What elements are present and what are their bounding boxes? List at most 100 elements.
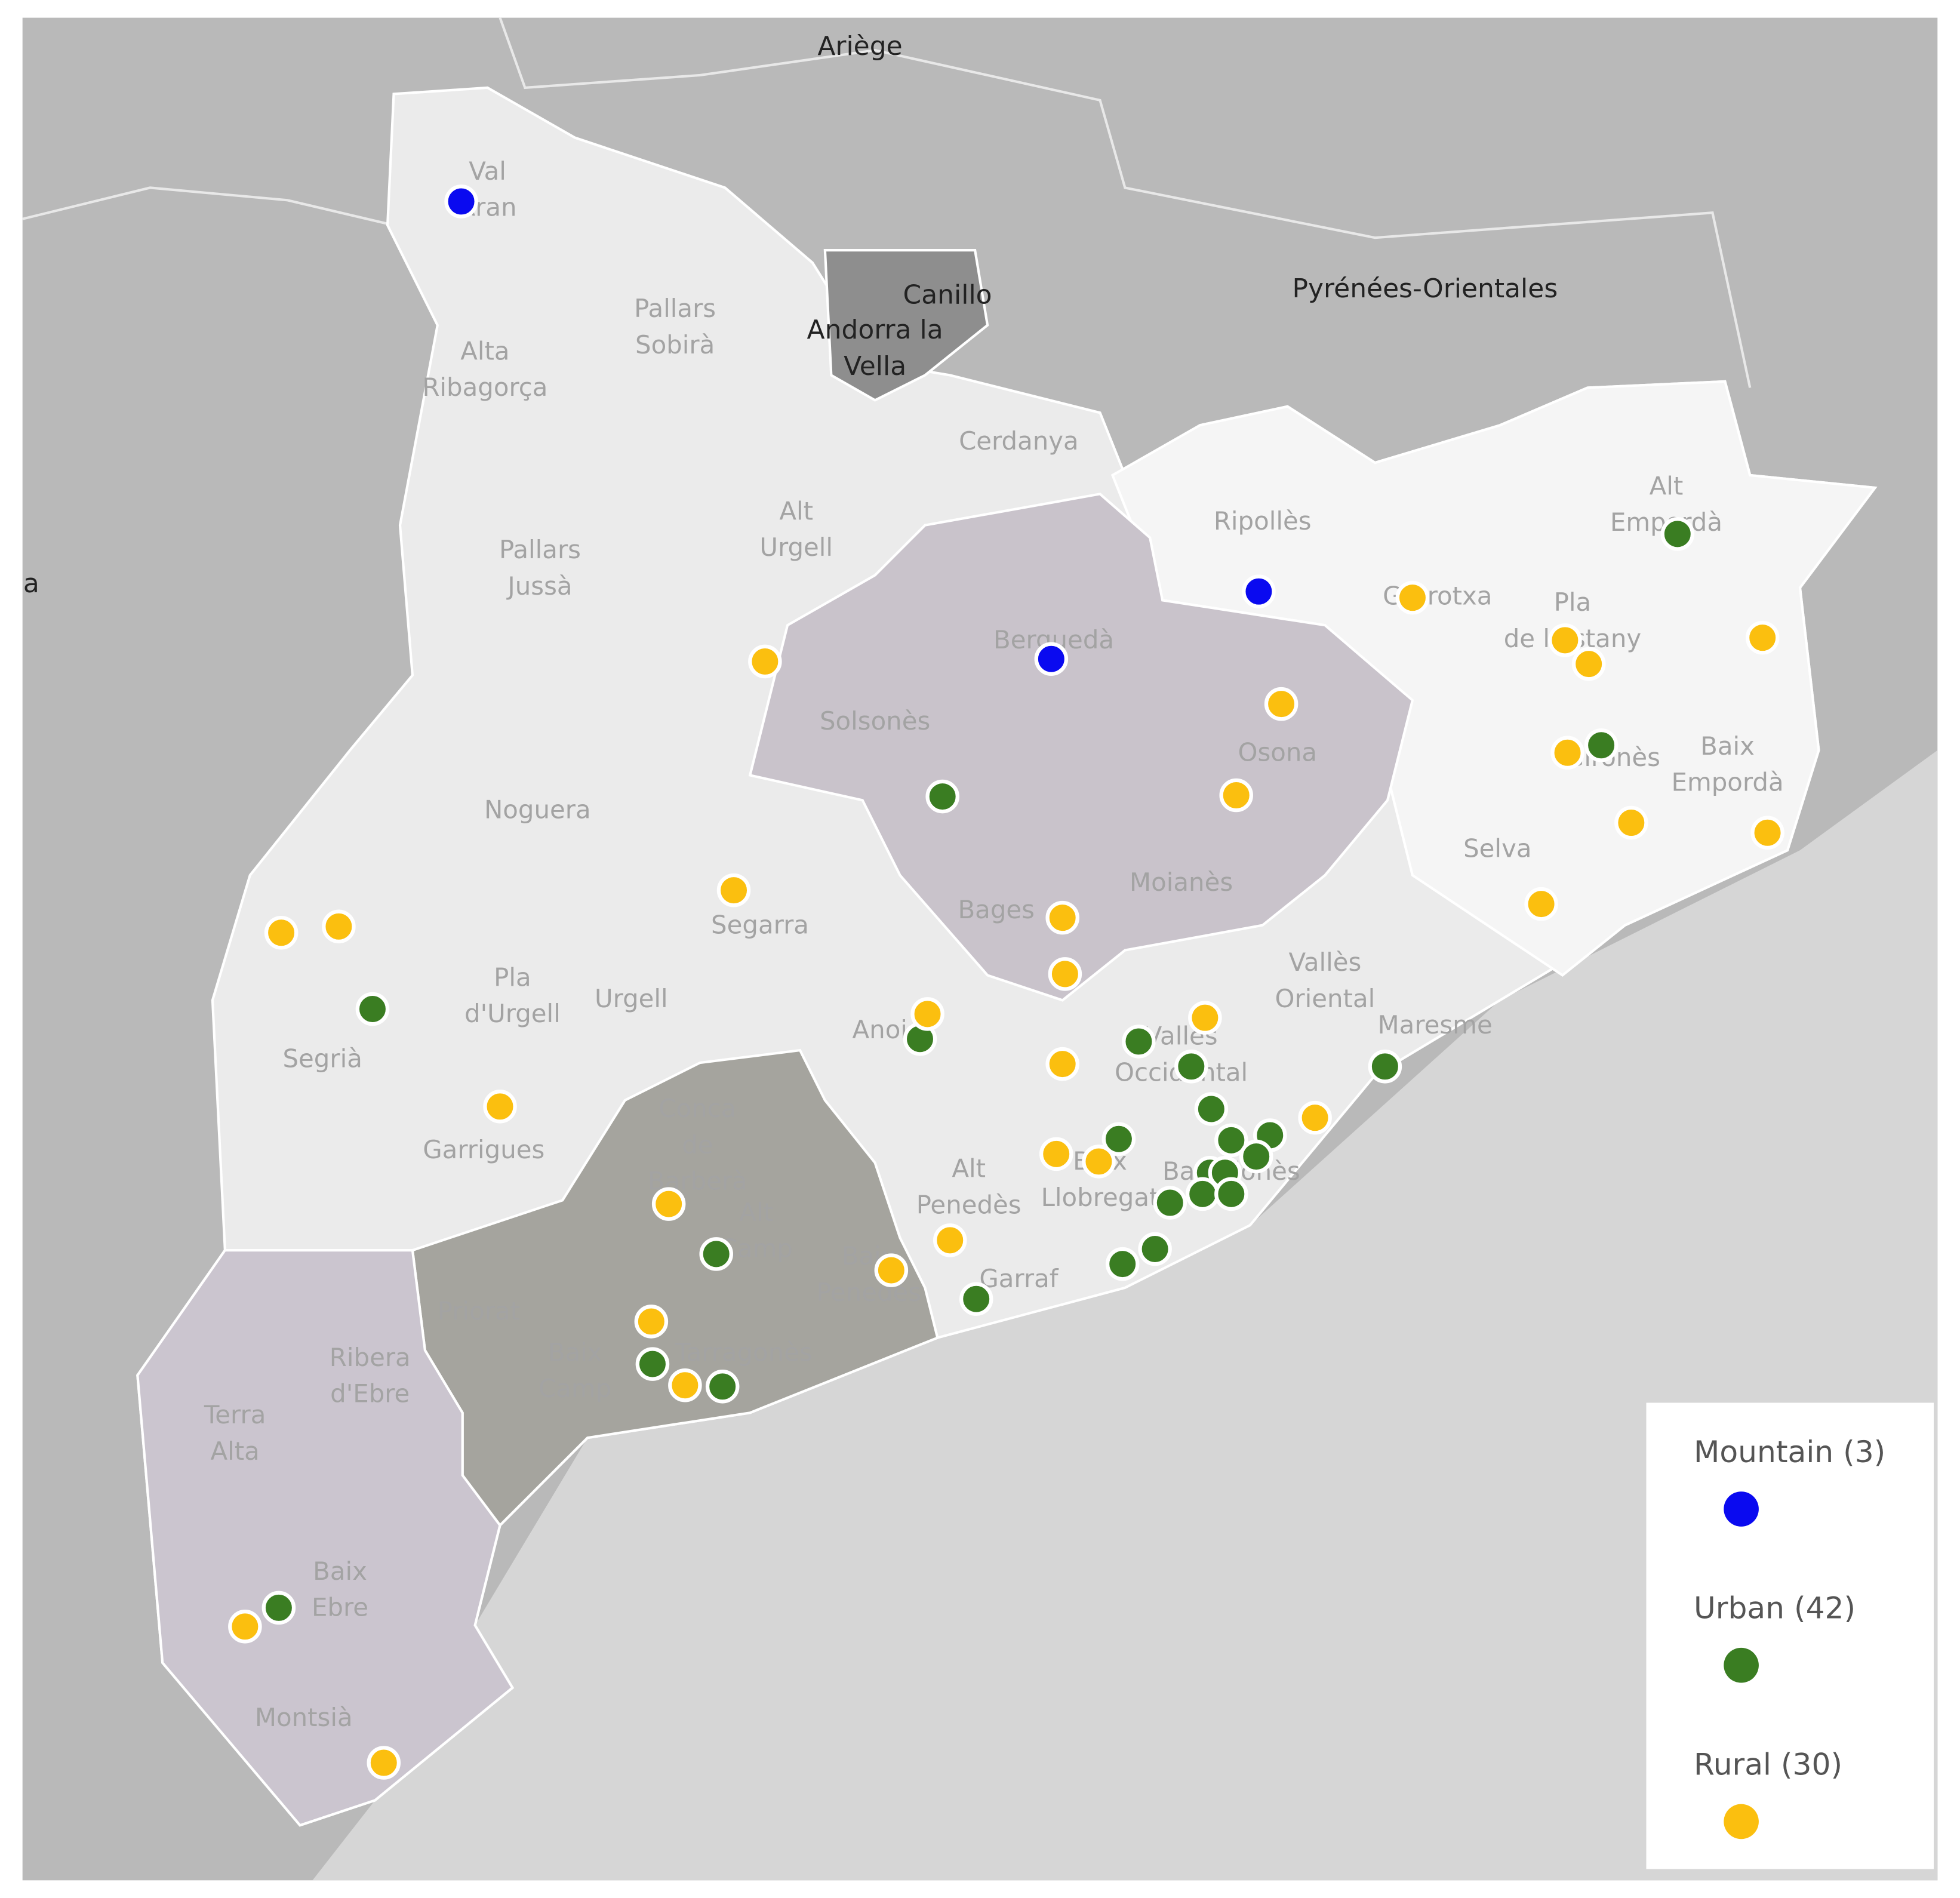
location-marker (1298, 1100, 1332, 1135)
region-label: Segrià (282, 1044, 362, 1073)
location-marker (925, 779, 959, 814)
region-label: Pla (1554, 587, 1592, 617)
region-label: Conca (659, 1094, 736, 1123)
region-label: d'Urgell (464, 999, 561, 1028)
location-marker (1524, 887, 1558, 921)
location-marker (1745, 620, 1780, 655)
location-marker (1368, 1050, 1402, 1084)
location-marker (1584, 728, 1619, 762)
location-marker (355, 992, 390, 1026)
location-marker (1045, 1047, 1079, 1081)
sea (312, 750, 1938, 1881)
location-marker (651, 1187, 686, 1221)
region-label: Urgell (595, 984, 668, 1013)
location-marker (1101, 1122, 1136, 1156)
location-marker (1214, 1123, 1248, 1158)
region-label: d'Ebre (330, 1379, 410, 1408)
location-marker (1039, 1137, 1073, 1171)
place-label: a (23, 568, 39, 599)
border (22, 186, 395, 227)
legend-label: Mountain (3) (1694, 1434, 1885, 1469)
central-region (748, 493, 1414, 1002)
location-marker (261, 1591, 296, 1625)
legend-label: Rural (30) (1694, 1746, 1842, 1782)
region-label: Alt (739, 1198, 773, 1227)
location-marker (959, 1282, 993, 1316)
region-label: Pla (494, 962, 531, 992)
andorra (823, 249, 989, 402)
region-label: Urgell (759, 533, 833, 562)
region-label: Penedès (816, 1278, 921, 1307)
region-label: Camp (539, 1374, 611, 1403)
location-marker (1153, 1186, 1187, 1220)
place-label: Pyrénées-Orientales (1293, 273, 1558, 304)
place-label: Canillo (903, 280, 992, 310)
location-marker (1188, 1001, 1222, 1035)
region-label: Moianès (1130, 868, 1233, 897)
location-marker (1395, 580, 1430, 615)
location-marker (322, 909, 356, 944)
region-label: Bages (958, 895, 1035, 924)
place-label: Andorra la (807, 315, 943, 345)
border (499, 17, 1752, 388)
location-marker (634, 1305, 669, 1339)
region-label: Alt (1650, 471, 1684, 500)
region-label: Terra (204, 1400, 266, 1429)
location-marker (1614, 805, 1648, 840)
location-marker (1045, 900, 1079, 935)
location-marker (1194, 1092, 1229, 1126)
region-label: Alt (952, 1154, 986, 1183)
location-marker (1660, 517, 1695, 551)
location-marker (1214, 1177, 1248, 1211)
location-marker (1750, 816, 1784, 850)
place-label: Vella (844, 351, 906, 382)
region-label: Solsonès (820, 706, 930, 736)
region-label: Ribera (330, 1343, 411, 1372)
location-marker (483, 1090, 517, 1124)
location-marker (910, 997, 944, 1031)
region-label: Oriental (1275, 984, 1375, 1013)
location-marker (635, 1347, 670, 1381)
location-marker (933, 1223, 967, 1257)
location-marker (1264, 687, 1299, 721)
region-label: Segarra (711, 910, 809, 939)
region-label: Llobregat (1041, 1183, 1159, 1212)
location-marker (1048, 957, 1082, 991)
region-label: Maresme (1378, 1010, 1493, 1039)
location-marker (1034, 642, 1069, 676)
place-label: Ariège (817, 31, 902, 61)
location-marker (367, 1746, 401, 1780)
region-label: Alta (460, 336, 509, 365)
location-marker (444, 184, 478, 219)
region-label: Garraf (979, 1264, 1059, 1293)
region-label: Alt (779, 496, 813, 525)
region-label: Penedès (916, 1190, 1021, 1219)
location-marker (748, 644, 782, 679)
location-marker (228, 1610, 262, 1644)
location-marker (1571, 647, 1606, 681)
location-marker (1550, 736, 1584, 770)
legend-marker (1724, 1647, 1759, 1683)
location-marker (1082, 1145, 1116, 1179)
location-marker (1174, 1050, 1208, 1084)
legend-marker (1724, 1491, 1759, 1527)
location-marker (1239, 1139, 1273, 1174)
region-label: Baix (548, 1337, 602, 1367)
region-label: de (682, 1130, 713, 1159)
location-marker (264, 916, 299, 950)
region-label: Noguera (484, 795, 591, 825)
location-marker (699, 1237, 733, 1271)
location-marker (1185, 1177, 1220, 1211)
legend-label: Urban (42) (1694, 1591, 1856, 1626)
location-marker (1242, 574, 1276, 608)
location-marker (1219, 778, 1253, 813)
region-label: Empordà (1672, 768, 1784, 797)
region-label: Priorat (438, 1296, 520, 1325)
legend-marker (1724, 1804, 1759, 1839)
region-label: Vallès (1288, 948, 1361, 977)
location-marker (716, 873, 751, 908)
region-label: Ribagorça (422, 373, 547, 402)
region-label: Pallars (499, 535, 581, 564)
location-marker (1122, 1025, 1156, 1059)
